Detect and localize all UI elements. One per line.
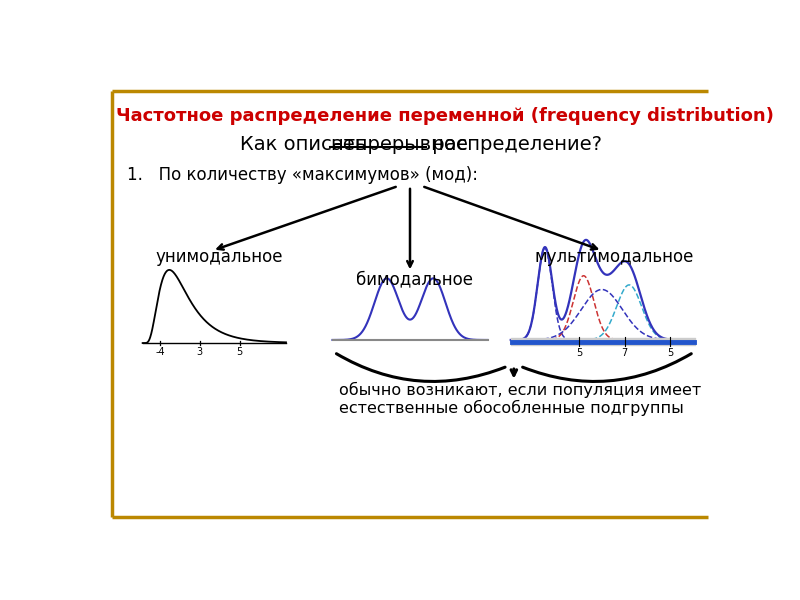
Text: Частотное распределение переменной (frequency distribution): Частотное распределение переменной (freq… — [115, 107, 774, 125]
Text: 1.   По количеству «максимумов» (мод):: 1. По количеству «максимумов» (мод): — [127, 166, 478, 184]
Text: непрерывное: непрерывное — [330, 135, 468, 154]
Text: 7: 7 — [622, 347, 628, 358]
Text: -4: -4 — [155, 347, 165, 357]
Text: Как описать: Как описать — [239, 135, 372, 154]
Text: унимодальное: унимодальное — [156, 248, 283, 266]
Text: обычно возникают, если популяция имеет
естественные обособленные подгруппы: обычно возникают, если популяция имеет е… — [338, 382, 701, 416]
Text: 5: 5 — [237, 347, 242, 357]
Text: мультимодальное: мультимодальное — [534, 248, 694, 266]
Text: 5: 5 — [576, 347, 582, 358]
Text: распределение?: распределение? — [426, 135, 602, 154]
Text: 5: 5 — [667, 347, 674, 358]
Text: бимодальное: бимодальное — [356, 271, 473, 289]
Text: 3: 3 — [197, 347, 203, 357]
